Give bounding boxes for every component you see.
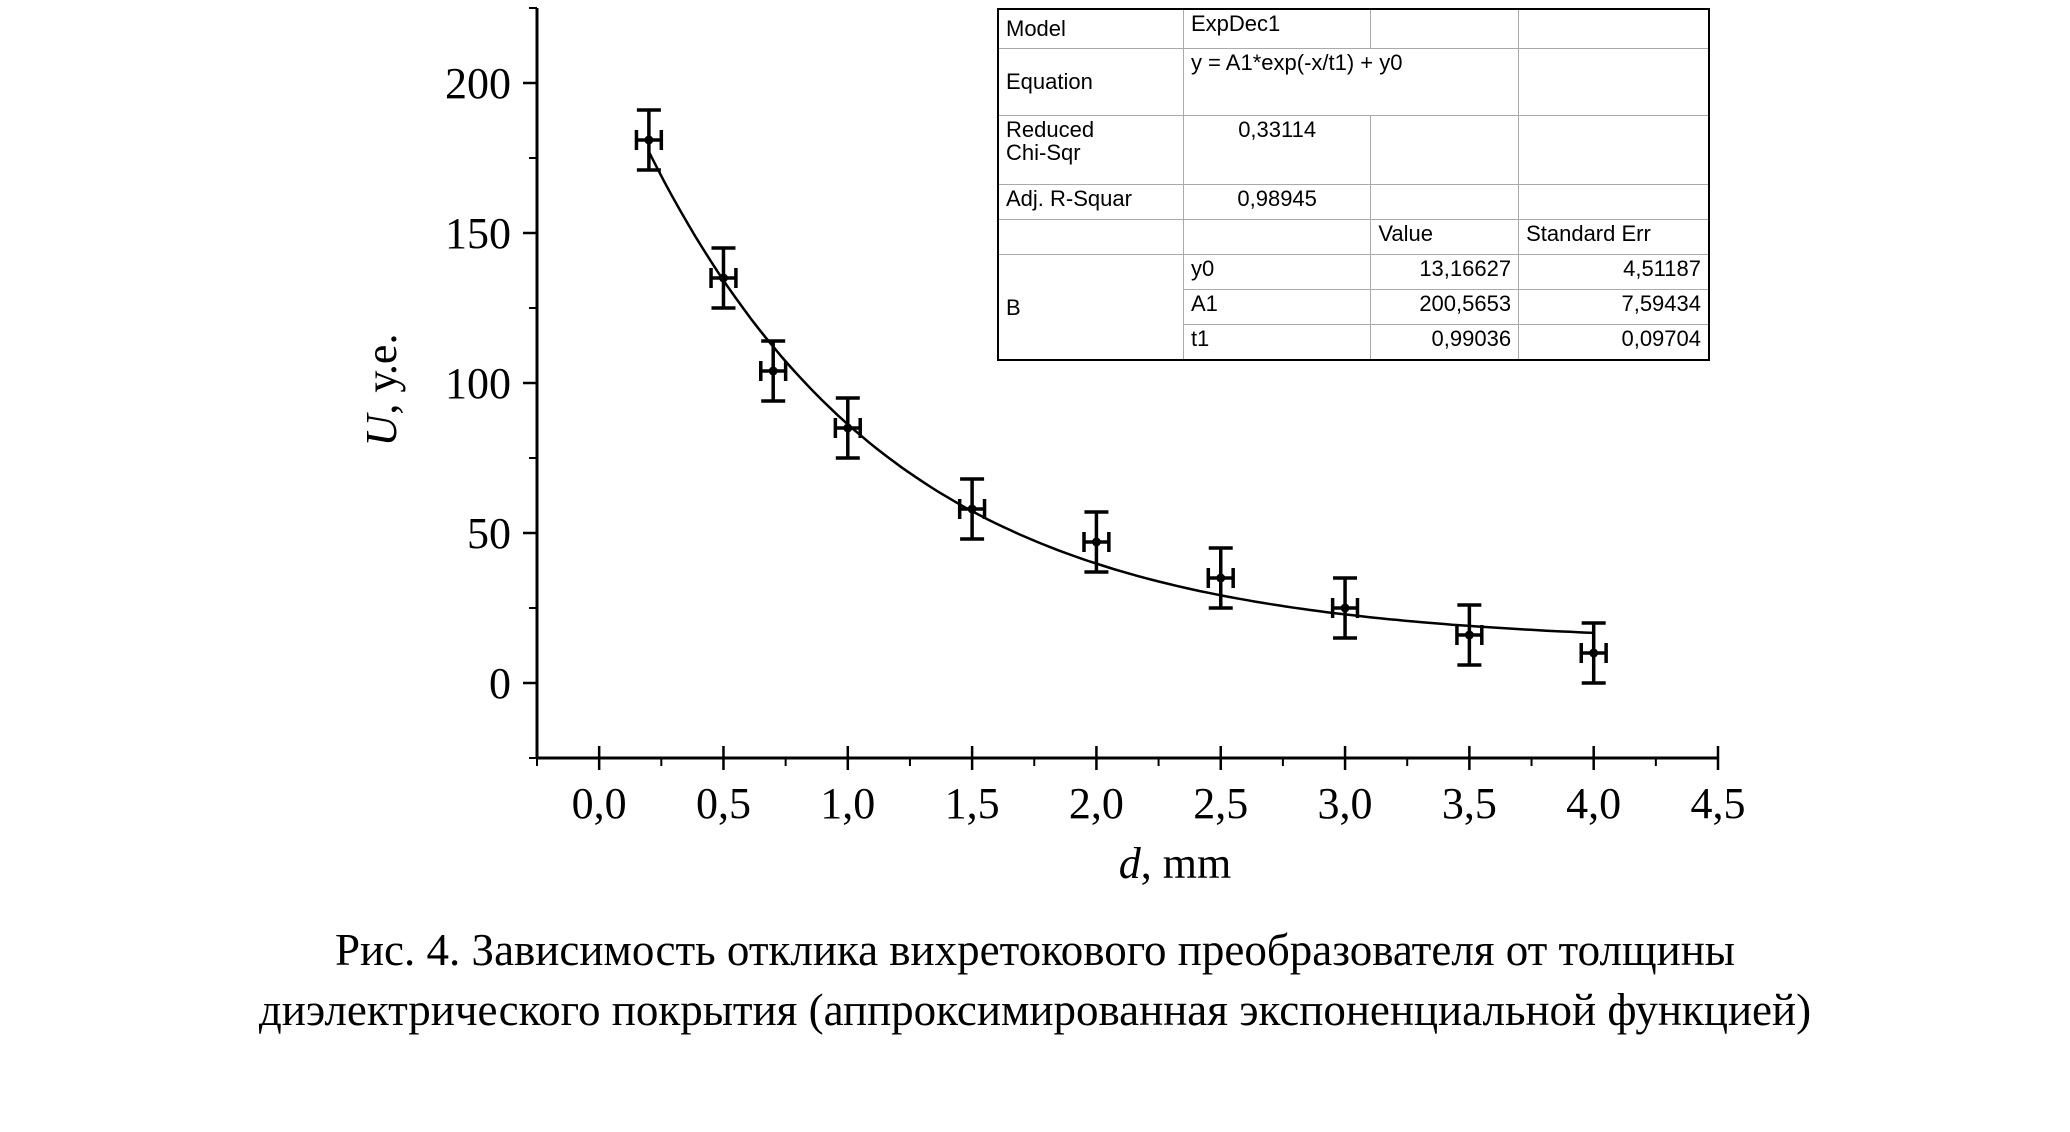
param-value: 13,16627: [1370, 254, 1520, 291]
data-point: [1330, 576, 1360, 640]
chi-value: 0,33114: [1182, 114, 1372, 186]
figure-caption: Рис. 4. Зависимость отклика вихретоковог…: [0, 920, 2070, 1040]
data-marker: [967, 504, 977, 514]
group-label: B: [997, 254, 1184, 361]
param-stderr: 0,09704: [1518, 324, 1710, 361]
param-value: 0,99036: [1370, 324, 1520, 361]
ticks: 0,0 0,5 1,0 1,5 2,0 2,5 3,0 3,5 4,0 4,5 0 50 100 150 2…: [445, 7, 1746, 828]
r2-label: Adj. R-Squar: [997, 184, 1184, 221]
x-tick-label: 0,0: [572, 779, 627, 828]
data-marker: [1091, 537, 1101, 547]
fit-table-row-param: t1 0,99036 0,09704: [998, 324, 1710, 361]
data-point: [1455, 603, 1484, 667]
data-marker: [1589, 648, 1599, 658]
x-tick-label: 4,5: [1691, 779, 1746, 828]
data-point: [957, 477, 987, 541]
x-tick-label: 1,0: [820, 779, 875, 828]
x-tick-label: 3,5: [1442, 779, 1497, 828]
data-point: [709, 246, 738, 310]
caption-line: Рис. 4. Зависимость отклика вихретоковог…: [334, 925, 1736, 975]
x-tick-label: 3,0: [1318, 779, 1373, 828]
data-point: [833, 396, 862, 460]
y-tick-label: 100: [445, 359, 511, 408]
y-axis-title: U, у.е.: [357, 334, 406, 447]
fit-table-row-param: B y0 13,16627 4,51187: [997, 254, 1710, 361]
data-marker: [1216, 573, 1226, 583]
param-stderr: 7,59434: [1518, 289, 1710, 326]
chi-label: Reduced Chi-Sqr: [997, 114, 1184, 186]
equation-value: y = A1*exp(-x/t1) + y0: [1182, 47, 1520, 116]
stderr-column-header: Standard Err: [1518, 219, 1710, 256]
equation-label: Equation: [997, 47, 1184, 116]
y-tick-label: 50: [467, 509, 511, 558]
data-point: [634, 108, 664, 172]
data-marker: [1340, 603, 1350, 613]
y-tick-label: 150: [445, 209, 511, 258]
fit-table-row-chi: Reduced Chi-Sqr 0,33114: [997, 114, 1710, 186]
fit-curve: [647, 151, 1594, 635]
fit-parameters-table: Model ExpDec1 Equation y = A1*exp(-x/t1)…: [997, 8, 1710, 361]
data-marker: [644, 135, 654, 145]
y-tick-label: 0: [489, 659, 511, 708]
param-stderr: 4,51187: [1518, 254, 1710, 291]
fit-table-row-r2: Adj. R-Squar 0,98945: [997, 184, 1710, 221]
param-name: y0: [1182, 254, 1372, 291]
x-tick-label: 1,5: [945, 779, 1000, 828]
x-axis-title: d, mm: [1119, 839, 1231, 888]
y-tick-label: 200: [445, 59, 511, 108]
fit-table-row-equation: Equation y = A1*exp(-x/t1) + y0: [997, 47, 1710, 116]
model-value: ExpDec1: [1182, 8, 1372, 49]
param-name: t1: [1182, 324, 1372, 361]
chart: 0,0 0,5 1,0 1,5 2,0 2,5 3,0 3,5 4,0 4,5 0 50 100 150 2…: [357, 7, 1746, 888]
data-point: [1206, 546, 1235, 610]
caption-line: диэлектрического покрытия (аппроксимиров…: [258, 985, 1812, 1035]
data-marker: [718, 273, 728, 283]
x-tick-label: 0,5: [696, 779, 751, 828]
data-marker: [843, 423, 853, 433]
data-point: [759, 339, 788, 403]
value-column-header: Value: [1370, 219, 1520, 256]
param-value: 200,5653: [1370, 289, 1520, 326]
x-tick-label: 2,5: [1193, 779, 1248, 828]
data-marker: [1464, 630, 1474, 640]
fit-table-row-model: Model ExpDec1: [997, 8, 1710, 49]
data-point: [1082, 510, 1111, 574]
data-point: [1579, 621, 1608, 685]
model-label: Model: [997, 8, 1184, 49]
r2-value: 0,98945: [1182, 184, 1372, 221]
fit-layer: [647, 151, 1594, 635]
points: [634, 108, 1608, 685]
fit-table-row-header: Value Standard Err: [997, 219, 1710, 256]
x-tick-label: 4,0: [1566, 779, 1621, 828]
x-tick-label: 2,0: [1069, 779, 1124, 828]
data-marker: [768, 366, 778, 376]
param-name: A1: [1182, 289, 1372, 326]
